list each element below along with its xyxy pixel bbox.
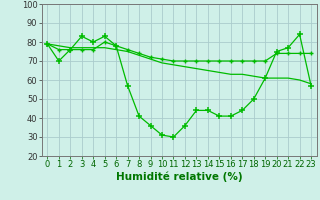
X-axis label: Humidité relative (%): Humidité relative (%) (116, 172, 243, 182)
